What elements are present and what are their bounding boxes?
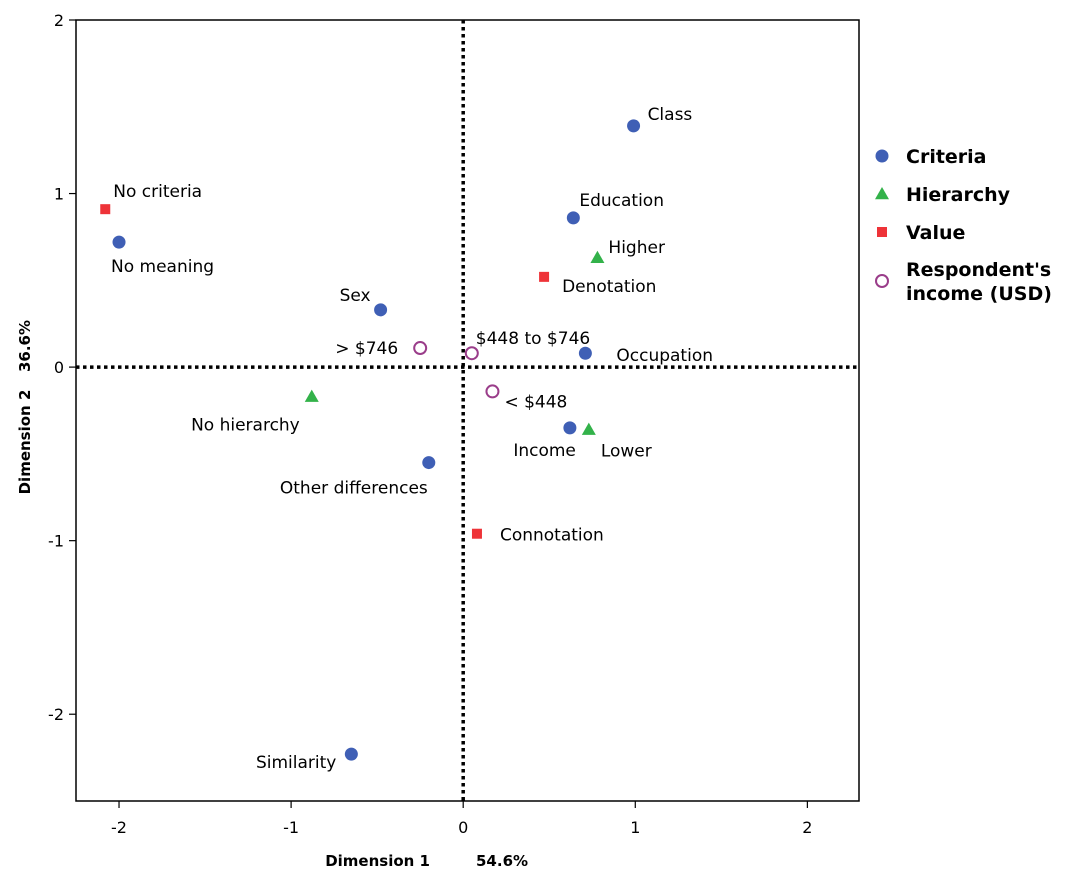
point-occupation: [578, 346, 592, 360]
legend-marker-criteria: [875, 149, 889, 163]
point-sex: [374, 303, 388, 317]
x-tick-label: 2: [802, 818, 812, 837]
label-occupation: Occupation: [616, 346, 713, 366]
point-no-hierarchy: [304, 389, 319, 402]
point-no-meaning: [112, 235, 126, 249]
y-tick-label: 1: [54, 185, 64, 204]
label-sex: Sex: [340, 286, 371, 306]
axis-ticks: -2 -1 0 1 2 2 1 0 -1 -2: [48, 11, 812, 837]
x-tick-label: -1: [283, 818, 299, 837]
reference-lines: [76, 20, 859, 801]
legend-label: Criteria: [906, 146, 987, 168]
label-denotation: Denotation: [562, 277, 656, 297]
label-no-hierarchy: No hierarchy: [191, 416, 300, 436]
x-tick-label: 1: [630, 818, 640, 837]
point-448: [485, 384, 500, 399]
y-tick-label: 0: [54, 358, 64, 377]
legend-marker-respondent-s-income-usd: [875, 274, 889, 288]
point-448-to-746: [464, 346, 479, 361]
legend-label: Hierarchy: [906, 184, 1011, 206]
point-denotation: [539, 271, 550, 282]
point-labels: Class Education No meaning Sex Occupation Inc…: [111, 105, 713, 773]
y-axis-title: Dimension 2 36.6%: [16, 320, 34, 494]
legend-item-criteria: Criteria: [875, 146, 987, 168]
label-no-meaning: No meaning: [111, 257, 214, 277]
x-axis-title: Dimension 1 54.6%: [325, 852, 528, 870]
label-similarity: Similarity: [256, 753, 336, 773]
x-tick-label: -2: [111, 818, 127, 837]
point-similarity: [344, 747, 358, 761]
x-axis-label: Dimension 1: [325, 852, 430, 870]
legend-label: Value: [906, 222, 965, 244]
legend: Criteria Hierarchy Value Respondent'sincome…: [875, 146, 1052, 305]
point-other-differences: [422, 456, 436, 470]
label-448-to-746: $448 to $746: [476, 329, 590, 349]
label-connotation: Connotation: [500, 526, 604, 546]
point-income: [563, 421, 577, 435]
legend-marker-hierarchy: [875, 187, 889, 200]
legend-label: Respondent's: [906, 259, 1051, 281]
legend-item-hierarchy: Hierarchy: [875, 184, 1011, 206]
label-other-differences: Other differences: [280, 479, 428, 499]
x-tick-label: 0: [458, 818, 468, 837]
point-746: [413, 341, 428, 356]
x-axis-percent: 54.6%: [476, 852, 528, 870]
series-criteria: [112, 119, 641, 761]
y-axis-percent: 36.6%: [16, 320, 34, 372]
series-value: [100, 204, 550, 539]
data-points: [100, 119, 641, 761]
plot-frame: [75, 19, 860, 802]
legend-marker-value: [877, 227, 887, 237]
series-respondent-s-income-usd: [413, 341, 500, 399]
point-connotation: [471, 528, 482, 539]
label-income: Income: [513, 441, 576, 461]
label-higher: Higher: [608, 238, 665, 258]
legend-label: income (USD): [906, 283, 1052, 305]
legend-item-value: Value: [877, 222, 965, 244]
label-lower: Lower: [601, 442, 652, 462]
label-education: Education: [579, 191, 664, 211]
series-hierarchy: [304, 250, 605, 435]
point-class: [627, 119, 641, 133]
y-tick-label: 2: [54, 11, 64, 30]
point-education: [566, 211, 580, 225]
y-tick-label: -1: [48, 532, 64, 551]
label-746: > $746: [335, 339, 398, 359]
point-higher: [590, 250, 605, 264]
point-lower: [581, 422, 596, 435]
y-tick-label: -2: [48, 705, 64, 724]
point-no-criteria: [100, 204, 111, 215]
label-448: < $448: [504, 392, 567, 412]
label-no-criteria: No criteria: [113, 182, 202, 202]
y-axis-label: Dimension 2: [16, 390, 34, 495]
label-class: Class: [648, 105, 693, 125]
